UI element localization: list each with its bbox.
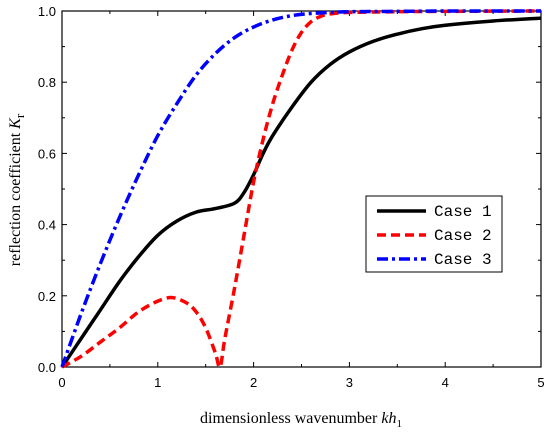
x-tick-label: 2 — [250, 375, 257, 390]
legend: Case 1 Case 2 Case 3 — [365, 195, 503, 273]
legend-label-case-3: Case 3 — [434, 251, 492, 269]
y-tick-label: 0.2 — [38, 289, 56, 304]
series-line-case-3 — [60, 9, 542, 368]
x-tick-label: 0 — [58, 375, 65, 390]
x-tick-label: 3 — [346, 375, 353, 390]
legend-label-case-1: Case 1 — [434, 203, 492, 221]
y-axis-title: reflection coefficient Kr — [7, 113, 27, 266]
x-axis-title: dimensionless wavenumber kh1 — [200, 410, 402, 430]
y-axis-title-var: K — [7, 117, 24, 130]
x-tick-label: 1 — [154, 375, 161, 390]
series-layer — [60, 9, 542, 370]
x-axis-title-sub: 1 — [396, 418, 402, 430]
y-tick-label: 0.4 — [38, 218, 56, 233]
y-tick-label: 1.0 — [38, 4, 56, 19]
y-axis-title-sub: r — [12, 113, 27, 118]
y-tick-label: 0.8 — [38, 75, 56, 90]
y-axis-title-main: reflection coefficient — [7, 129, 24, 266]
y-axis-ticks: 0.0 0.2 0.4 0.6 0.8 1.0 — [38, 4, 541, 375]
legend-label-case-2: Case 2 — [434, 227, 492, 245]
x-axis-title-main: dimensionless wavenumber — [200, 410, 381, 427]
x-tick-label: 4 — [442, 375, 449, 390]
x-axis-ticks: 0 1 2 3 4 5 — [58, 11, 545, 390]
x-axis-title-var: kh — [381, 410, 396, 427]
y-tick-label: 0.6 — [38, 146, 56, 161]
x-tick-label: 5 — [537, 375, 544, 390]
y-tick-label: 0.0 — [38, 360, 56, 375]
legend-box — [365, 195, 503, 273]
